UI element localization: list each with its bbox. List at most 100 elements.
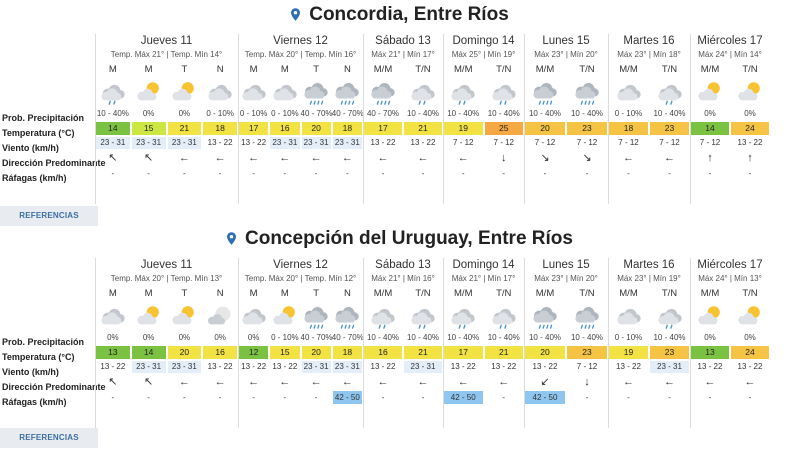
wind-direction-arrow-icon: ↘ [582, 152, 592, 164]
period-label: M [249, 288, 258, 299]
period-column: N 40 - 70% 18 23 - 31 ← 42 - 50 [331, 258, 364, 428]
wind-gust: - [147, 393, 150, 402]
day-name: Lunes 15 [542, 259, 590, 271]
references-button[interactable]: REFERENCIAS [0, 428, 98, 448]
wind-gust: - [381, 169, 385, 178]
precip-probability: 10 - 40% [96, 109, 129, 118]
precip-probability: 40 - 70% [331, 333, 364, 342]
cloudy-rain-icon [451, 308, 475, 329]
cloudy-icon [208, 84, 232, 101]
days-grid: Jueves 11 Temp. Máx 20° | Temp. Mín 13° M 0… [95, 258, 800, 428]
period-column: M 0% 15 23 - 31 ↖ - [131, 34, 167, 204]
period-column: M 0 - 10% 15 13 - 22 ← - [269, 258, 300, 428]
wind-speed: 23 - 31 [332, 361, 362, 373]
wind-speed: 13 - 22 [491, 362, 517, 371]
precip-probability: 10 - 40% [570, 109, 604, 118]
partly-sunny-icon [698, 306, 720, 325]
wind-direction-arrow-icon: ↑ [707, 152, 713, 164]
day-temp-range: Máx 23° | Mín 19° [617, 274, 681, 283]
wind-direction-arrow-icon: ← [623, 376, 634, 388]
temperature-cell: 16 [270, 122, 300, 135]
wind-speed: 23 - 31 [131, 361, 166, 373]
temperature-cell: 16 [203, 346, 237, 359]
period-column: T/N 10 - 40% 23 23 - 31 ← - [649, 258, 690, 428]
period-label: T [313, 288, 320, 299]
wind-speed: 7 - 12 [453, 138, 474, 147]
period-column: M 0 - 10% 16 23 - 31 ← - [269, 34, 300, 204]
temperature-cell: 18 [203, 122, 237, 135]
wind-speed: 13 - 22 [532, 362, 558, 371]
period-column: M/M 10 - 40% 17 13 - 22 ← 42 - 50 [443, 258, 484, 428]
temperature-cell: 24 [731, 122, 769, 135]
cloudy-icon [616, 308, 641, 325]
temperature-cell: 12 [239, 346, 269, 359]
period-label: T [181, 288, 188, 299]
day-temp-range: Temp. Máx 20° | Temp. Mín 13° [110, 274, 223, 283]
period-column: M/M 10 - 40% 19 7 - 12 ← - [443, 34, 484, 204]
wind-speed: 7 - 12 [576, 362, 598, 371]
period-column: M/M 0% 13 13 - 22 ← - [690, 258, 730, 428]
wind-speed: 23 - 31 [131, 137, 166, 149]
label-wind: Viento (km/h) [2, 143, 59, 153]
period-label: N [343, 64, 351, 75]
precip-probability: 10 - 40% [653, 333, 686, 342]
period-label: M [144, 64, 153, 75]
wind-speed: 7 - 12 [493, 138, 514, 147]
day-name: Miércoles 17 [697, 259, 763, 271]
temperature-cell: 19 [444, 122, 483, 135]
wind-direction-arrow-icon: ← [417, 152, 429, 164]
temperature-cell: 21 [167, 122, 202, 135]
wind-gust: - [314, 393, 318, 402]
temperature-cell: 20 [167, 346, 202, 359]
cloudy-icon [616, 84, 641, 101]
wind-speed: 23 - 31 [404, 361, 442, 373]
label-direction: Dirección Predominante [2, 158, 106, 168]
day-divider [363, 34, 364, 204]
day-name: Sábado 13 [375, 35, 431, 47]
rain-icon [575, 83, 599, 105]
period-column: T/N 10 - 40% 25 7 - 12 ↓ - [484, 34, 525, 204]
wind-direction-arrow-icon: ← [178, 376, 190, 388]
cloudy-icon [242, 308, 266, 325]
location-pin-icon [227, 232, 236, 245]
day-column: Lunes 15 Máx 23° | Mín 20° M/M 10 - 40% 20 13… [524, 258, 608, 428]
partly-sunny-icon [137, 82, 159, 101]
wind-gust: - [346, 169, 349, 178]
label-precipitation: Prob. Precipitación [2, 337, 85, 347]
moon-cloud-icon [208, 306, 231, 325]
wind-speed: 7 - 12 [618, 138, 639, 147]
day-temp-range: Temp. Máx 20° | Temp. Mín 16° [244, 50, 357, 59]
period-column: T 0% 20 23 - 31 ← - [167, 258, 203, 428]
temperature-cell: 18 [332, 122, 362, 135]
references-button[interactable]: REFERENCIAS [0, 206, 98, 226]
period-column: M/M 0 - 10% 18 7 - 12 ← - [608, 34, 649, 204]
wind-direction-arrow-icon: ← [248, 376, 260, 388]
rain-icon [304, 83, 328, 105]
day-column: Sábado 13 Máx 21° | Mín 17° M/M 40 - 70% 17 1… [363, 34, 443, 204]
wind-gust: - [748, 169, 752, 178]
period-column: M/M 10 - 40% 20 7 - 12 ↘ - [524, 34, 566, 204]
precip-probability: 10 - 40% [487, 109, 520, 118]
period-column: T/N 10 - 40% 23 7 - 12 ↓ - [566, 258, 608, 428]
wind-speed: 23 - 31 [96, 137, 130, 149]
wind-direction-arrow-icon: ↓ [584, 376, 590, 388]
day-divider [95, 258, 96, 428]
rain-icon [335, 83, 360, 105]
period-label: T [181, 64, 188, 75]
wind-speed: 13 - 22 [241, 138, 267, 147]
city-name: Concepción del Uruguay, Entre Ríos [245, 228, 573, 249]
wind-speed: 13 - 22 [410, 138, 436, 147]
period-column: T 40 - 70% 20 23 - 31 ← - [301, 258, 333, 428]
day-divider [363, 258, 364, 428]
cloudy-rain-icon [101, 84, 125, 105]
wind-gust: - [147, 169, 150, 178]
period-label: T/N [496, 288, 512, 299]
precip-probability: 40 - 70% [366, 109, 400, 118]
wind-gust: - [111, 169, 115, 178]
day-name: Viernes 12 [273, 35, 328, 47]
temperature-cell: 20 [301, 346, 331, 359]
precip-probability: 0 - 10% [271, 333, 299, 342]
period-label: T [313, 64, 320, 75]
wind-speed: 13 - 22 [370, 138, 396, 147]
day-temp-range: Temp. Máx 20° | Temp. Mín 12° [244, 274, 357, 283]
